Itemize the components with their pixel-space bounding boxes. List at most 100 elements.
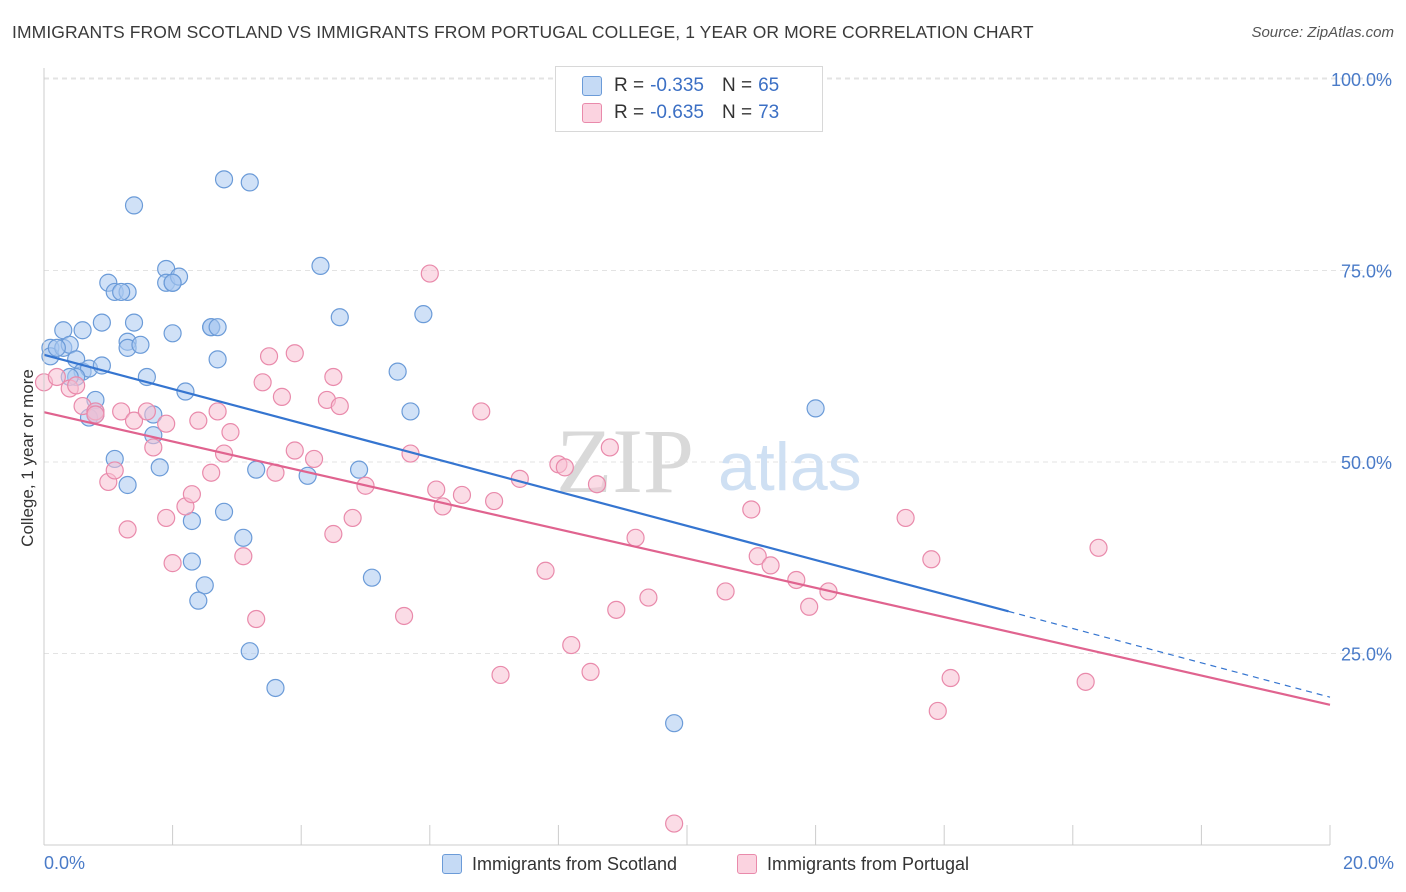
portugal-point	[716, 582, 735, 601]
scotland-point	[234, 528, 253, 547]
scotland-point	[330, 308, 349, 327]
y-tick-label: 25.0%	[1341, 645, 1392, 665]
scotland-point	[195, 576, 214, 595]
portugal-point	[253, 373, 272, 392]
portugal-point	[67, 376, 86, 395]
y-tick-label: 75.0%	[1341, 262, 1392, 282]
axis-layer: 100.0% 75.0% 50.0% 25.0% 0.0% 20.0%	[43, 68, 1394, 873]
legend-label-scotland: Immigrants from Scotland	[472, 853, 678, 874]
r-value: -0.335	[650, 75, 704, 96]
portugal-point	[922, 550, 941, 569]
scotland-point	[189, 591, 208, 610]
legend-item-scotland[interactable]: Immigrants from Scotland	[442, 852, 677, 876]
portugal-point	[742, 500, 761, 519]
scotland-point	[247, 460, 266, 479]
portugal-point	[324, 524, 343, 544]
scotland-point	[118, 475, 137, 495]
trend-layer	[43, 353, 1331, 706]
portugal-point	[272, 387, 292, 406]
portugal-point	[163, 554, 182, 573]
scotland-point	[131, 335, 150, 354]
r-label: R =	[614, 102, 645, 123]
portugal-point	[600, 438, 619, 457]
portugal-point	[452, 485, 472, 505]
scotland-point	[124, 196, 144, 215]
legend-row-portugal: R = -0.635 N = 73	[582, 101, 779, 125]
legend-row-scotland: R = -0.335 N = 65	[582, 74, 779, 98]
scotland-point	[240, 642, 259, 661]
legend-item-portugal[interactable]: Immigrants from Portugal	[737, 852, 969, 876]
legend-label-portugal: Immigrants from Portugal	[767, 853, 970, 874]
scotland-point	[414, 305, 433, 324]
portugal-point	[285, 344, 304, 363]
scotland-point	[73, 321, 92, 340]
portugal-point	[285, 441, 304, 460]
y-axis-label: College, 1 year or more	[18, 369, 37, 547]
scotland-point	[214, 502, 234, 521]
scotland-point	[92, 313, 111, 332]
portugal-point	[748, 547, 767, 566]
portugal-point	[86, 405, 105, 424]
scotland-trend-line	[43, 353, 1009, 613]
portugal-point	[137, 402, 156, 421]
portugal-point	[491, 665, 510, 685]
watermark-zip: ZIP	[556, 410, 694, 512]
scotland-point	[266, 678, 285, 698]
scotland-point	[665, 714, 684, 733]
chart-title: IMMIGRANTS FROM SCOTLAND VS IMMIGRANTS F…	[12, 22, 1034, 42]
portugal-point	[1076, 672, 1095, 691]
scotland-point	[311, 256, 330, 276]
portugal-point	[761, 556, 780, 575]
correlation-legend: R = -0.335 N = 65 R = -0.635 N = 73	[555, 66, 823, 132]
portugal-trend-line	[43, 411, 1331, 706]
grid-layer	[44, 77, 1392, 654]
portugal-legend-swatch	[737, 854, 757, 874]
portugal-point	[928, 701, 947, 721]
scotland-point	[47, 338, 66, 357]
y-tick-label: 100.0%	[1331, 70, 1392, 90]
portugal-point	[202, 463, 221, 482]
portugal-point	[787, 570, 806, 590]
portugal-point	[896, 508, 915, 528]
scotland-point	[163, 324, 182, 343]
portugal-point	[581, 662, 600, 681]
portugal-point	[420, 264, 439, 283]
portugal-point	[124, 411, 144, 430]
portugal-point	[234, 547, 253, 566]
watermark-atlas: atlas	[718, 429, 862, 505]
portugal-point	[112, 402, 131, 421]
x-tick-label: 20.0%	[1343, 853, 1394, 873]
portugal-point	[1089, 538, 1108, 557]
portugal-swatch	[582, 103, 602, 123]
source-credit: Source: ZipAtlas.com	[1251, 24, 1394, 41]
portugal-point	[941, 668, 960, 688]
portugal-point	[665, 814, 684, 833]
scotland-point	[163, 273, 182, 292]
portugal-point	[182, 485, 201, 504]
scotland-point	[208, 318, 227, 337]
portugal-point	[247, 609, 266, 629]
portugal-point	[536, 561, 555, 580]
scotland-swatch	[582, 76, 602, 96]
portugal-point	[324, 367, 343, 387]
portugal-point	[157, 414, 176, 433]
portugal-point	[330, 396, 349, 416]
portugal-point	[427, 480, 446, 499]
portugal-point	[394, 606, 414, 626]
portugal-point	[607, 600, 626, 619]
scotland-point	[362, 568, 382, 587]
portugal-point	[221, 423, 240, 442]
portugal-point	[304, 449, 324, 469]
portugal-point	[587, 475, 607, 494]
x-tick-label: 0.0%	[44, 853, 85, 873]
n-label: N =	[721, 102, 753, 123]
portugal-point	[105, 461, 124, 480]
scotland-point	[208, 350, 227, 369]
portugal-point	[144, 438, 163, 457]
portugal-point	[118, 520, 137, 539]
r-label: R =	[614, 75, 645, 96]
scotland-point	[112, 282, 131, 302]
n-value: 65	[758, 75, 780, 96]
portugal-point	[639, 588, 658, 607]
